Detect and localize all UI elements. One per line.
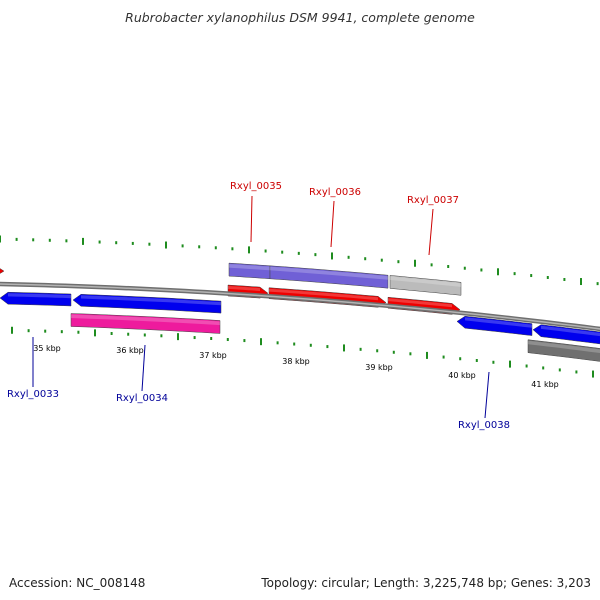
gene-rxyl-0036-arrow-highlight [269, 288, 378, 301]
map-title: Rubrobacter xylanophilus DSM 9941, compl… [125, 10, 475, 25]
outer-tick-ring [0, 235, 599, 286]
genome-summary-text: Topology: circular; Length: 3,225,748 bp… [261, 576, 591, 590]
genome-backbone-highlight [0, 283, 600, 330]
gene-rxyl-0039-track [527, 339, 600, 362]
scale-label: 38 kbp [282, 357, 310, 366]
scale-label: 40 kbp [448, 371, 476, 380]
gene-rxyl-0034-arrow [72, 294, 222, 314]
scale-labels: 35 kbp 36 kbp 37 kbp 38 kbp 39 kbp 40 kbp 41 k… [33, 344, 559, 389]
gene-label-rxyl-0035: Rxyl_0035 [230, 181, 282, 192]
gene-labels: Rxyl_0033 Rxyl_0034 Rxyl_0035 Rxyl_0036 Rxyl… [7, 181, 510, 431]
gene-label-rxyl-0036: Rxyl_0036 [309, 187, 361, 198]
gene-rxyl-0036-track [269, 265, 389, 289]
leader-line-rxyl-0037 [428, 208, 434, 256]
gene-rxyl-0035-track-highlight [229, 264, 270, 271]
gene-rxyl-0033-arrow [0, 291, 72, 307]
scale-label: 41 kbp [531, 380, 559, 389]
leader-line-rxyl-0038 [484, 371, 490, 419]
gene-rxyl-0034-track [70, 313, 221, 334]
gene-rxyl-0034-track-highlight [71, 314, 220, 326]
leader-line-rxyl-0036 [330, 200, 335, 248]
scale-label: 39 kbp [365, 363, 393, 372]
gene-rxyl-0037-track-highlight [390, 276, 461, 287]
partial-gene-arrow-left-edge [0, 268, 5, 274]
gene-rxyl-0033-arrow-highlight [8, 293, 71, 299]
gene-label-rxyl-0038: Rxyl_0038 [458, 420, 510, 431]
scale-label: 35 kbp [33, 344, 61, 353]
gene-rxyl-0038-arrow-highlight [465, 317, 532, 328]
gene-label-rxyl-0037: Rxyl_0037 [407, 195, 459, 206]
feature-tracks [0, 262, 600, 362]
accession-text: Accession: NC_008148 [9, 576, 146, 590]
backbone-layer [0, 281, 600, 332]
scale-label: 36 kbp [116, 346, 144, 355]
leader-line-rxyl-0034 [141, 344, 146, 392]
leader-line-rxyl-0035 [250, 195, 253, 243]
gene-rxyl-0038-arrow [456, 315, 533, 336]
gene-rxyl-0034-arrow-highlight [81, 295, 221, 306]
inner-tick-ring [11, 326, 594, 378]
gene-rxyl-0037-track [389, 275, 462, 296]
gene-rxyl-0035-arrow-highlight [228, 286, 260, 291]
next-gene-arrow-right-edge-highlight [541, 325, 600, 337]
gene-rxyl-0036-track-highlight [270, 266, 388, 280]
gene-rxyl-0037-arrow-highlight [388, 298, 452, 308]
gene-label-rxyl-0034: Rxyl_0034 [116, 393, 168, 404]
scale-label: 37 kbp [199, 351, 227, 360]
gene-label-rxyl-0033: Rxyl_0033 [7, 389, 59, 400]
gene-rxyl-0039-track-highlight [528, 340, 600, 354]
next-gene-arrow-right-edge [532, 324, 600, 345]
